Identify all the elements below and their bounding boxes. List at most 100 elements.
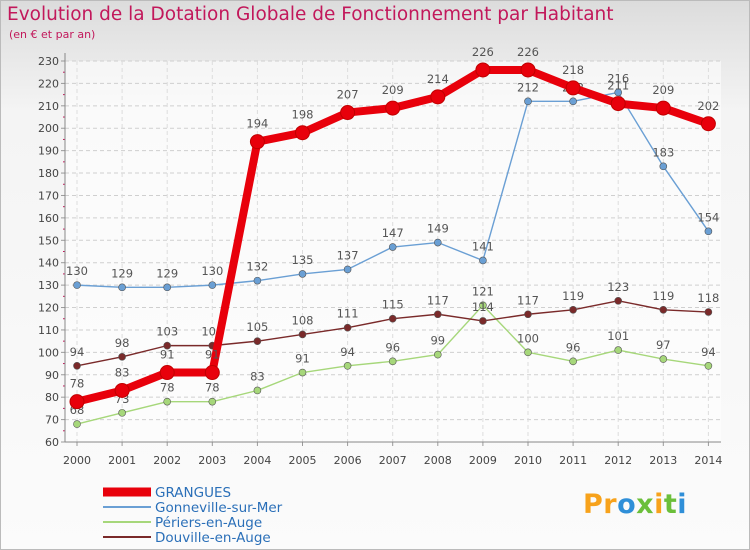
data-point-gonneville-sur-mer	[524, 97, 532, 106]
y-tick-label: 170	[38, 189, 59, 202]
legend-label-gonneville-sur-mer: Gonneville-sur-Mer	[155, 500, 283, 516]
y-tick-label: 150	[38, 234, 59, 247]
x-tick-label: 2005	[289, 454, 317, 467]
data-point-douville-en-auge	[73, 361, 81, 370]
data-label-grangues: 209	[382, 83, 404, 97]
y-tick-label: 80	[45, 391, 59, 404]
legend-label-douville-en-auge: Douville-en-Auge	[155, 530, 271, 546]
data-label-periers-en-auge: 83	[250, 369, 265, 383]
x-tick-label: 2001	[108, 454, 136, 467]
data-label-periers-en-auge: 101	[607, 329, 629, 343]
data-point-douville-en-auge	[253, 337, 262, 345]
y-tick-label: 230	[38, 55, 59, 68]
data-label-periers-en-auge: 91	[295, 352, 310, 366]
data-point-grangues	[340, 105, 356, 121]
y-tick-label: 220	[38, 77, 59, 90]
data-point-periers-en-auge	[524, 348, 532, 357]
data-label-grangues: 91	[160, 348, 175, 362]
data-point-periers-en-auge	[433, 350, 442, 359]
data-point-grangues	[655, 100, 671, 116]
data-point-douville-en-auge	[433, 310, 442, 319]
data-label-gonneville-sur-mer: 147	[382, 226, 404, 240]
x-tick-label: 2008	[424, 454, 452, 467]
data-point-gonneville-sur-mer	[614, 88, 623, 97]
data-label-douville-en-auge: 98	[115, 336, 130, 350]
chart-subtitle: (en € et par an)	[9, 28, 96, 41]
x-tick-label: 2014	[694, 454, 722, 467]
data-point-douville-en-auge	[163, 341, 171, 350]
data-label-douville-en-auge: 108	[292, 313, 314, 327]
y-tick-label: 110	[38, 324, 59, 337]
data-label-douville-en-auge: 114	[472, 300, 494, 314]
chart-title: Evolution de la Dotation Globale de Fonc…	[7, 4, 614, 25]
data-point-periers-en-auge	[298, 368, 307, 377]
data-label-gonneville-sur-mer: 137	[337, 248, 359, 262]
data-point-gonneville-sur-mer	[163, 283, 171, 292]
data-point-periers-en-auge	[659, 355, 668, 363]
y-tick-label: 190	[38, 145, 59, 158]
data-label-periers-en-auge: 78	[205, 381, 220, 395]
data-point-gonneville-sur-mer	[208, 281, 217, 289]
data-label-gonneville-sur-mer: 132	[246, 260, 268, 274]
data-label-grangues: 91	[205, 348, 220, 362]
y-tick-label: 60	[45, 436, 59, 449]
y-tick-label: 210	[38, 100, 59, 113]
y-tick-label: 200	[38, 122, 59, 135]
data-label-gonneville-sur-mer: 216	[607, 71, 629, 85]
data-point-gonneville-sur-mer	[343, 265, 352, 274]
data-point-grangues	[114, 382, 130, 398]
data-point-grangues	[69, 394, 85, 410]
data-label-douville-en-auge: 94	[70, 345, 85, 359]
data-point-grangues	[249, 134, 265, 150]
data-point-grangues	[295, 125, 310, 141]
data-label-grangues: 83	[115, 365, 130, 379]
x-tick-label: 2011	[559, 454, 587, 467]
x-tick-label: 2002	[153, 454, 181, 467]
data-label-gonneville-sur-mer: 141	[472, 239, 494, 253]
data-point-periers-en-auge	[253, 386, 262, 395]
data-point-gonneville-sur-mer	[73, 281, 81, 289]
data-point-douville-en-auge	[118, 353, 126, 361]
data-label-periers-en-auge: 96	[566, 340, 581, 354]
data-label-grangues: 198	[292, 108, 314, 122]
data-label-periers-en-auge: 97	[656, 338, 671, 352]
data-label-douville-en-auge: 117	[517, 293, 539, 307]
data-point-gonneville-sur-mer	[659, 162, 668, 171]
data-point-douville-en-auge	[569, 305, 577, 314]
data-point-grangues	[520, 62, 536, 78]
data-label-douville-en-auge: 111	[337, 307, 359, 321]
data-label-grangues: 202	[697, 99, 719, 113]
data-point-grangues	[430, 89, 446, 105]
data-point-douville-en-auge	[659, 305, 668, 314]
data-point-grangues	[610, 96, 626, 112]
x-tick-label: 2009	[469, 454, 497, 467]
data-label-gonneville-sur-mer: 130	[66, 264, 88, 278]
data-label-gonneville-sur-mer: 129	[156, 266, 178, 280]
data-point-periers-en-auge	[614, 346, 623, 354]
data-point-douville-en-auge	[614, 297, 623, 305]
data-label-periers-en-auge: 78	[160, 381, 175, 395]
data-label-douville-en-auge: 118	[697, 291, 719, 305]
data-label-gonneville-sur-mer: 212	[517, 80, 539, 94]
data-label-douville-en-auge: 105	[246, 320, 268, 334]
data-point-grangues	[565, 80, 581, 96]
x-tick-label: 2006	[334, 454, 362, 467]
data-label-periers-en-auge: 99	[430, 334, 445, 348]
data-point-douville-en-auge	[524, 310, 532, 319]
data-label-periers-en-auge: 100	[517, 331, 539, 345]
x-tick-label: 2010	[514, 454, 542, 467]
proxiti-logo: Proxiti	[583, 489, 688, 520]
data-point-douville-en-auge	[388, 314, 397, 323]
data-label-periers-en-auge: 94	[701, 345, 716, 359]
data-label-douville-en-auge: 123	[607, 280, 629, 294]
data-point-douville-en-auge	[479, 317, 487, 325]
data-point-gonneville-sur-mer	[704, 227, 713, 236]
data-label-gonneville-sur-mer: 129	[111, 266, 133, 280]
x-tick-label: 2007	[379, 454, 407, 467]
y-tick-label: 120	[38, 302, 59, 315]
data-point-gonneville-sur-mer	[298, 270, 307, 278]
data-point-grangues	[700, 116, 716, 132]
y-tick-label: 160	[38, 212, 59, 225]
data-label-gonneville-sur-mer: 135	[292, 253, 314, 267]
